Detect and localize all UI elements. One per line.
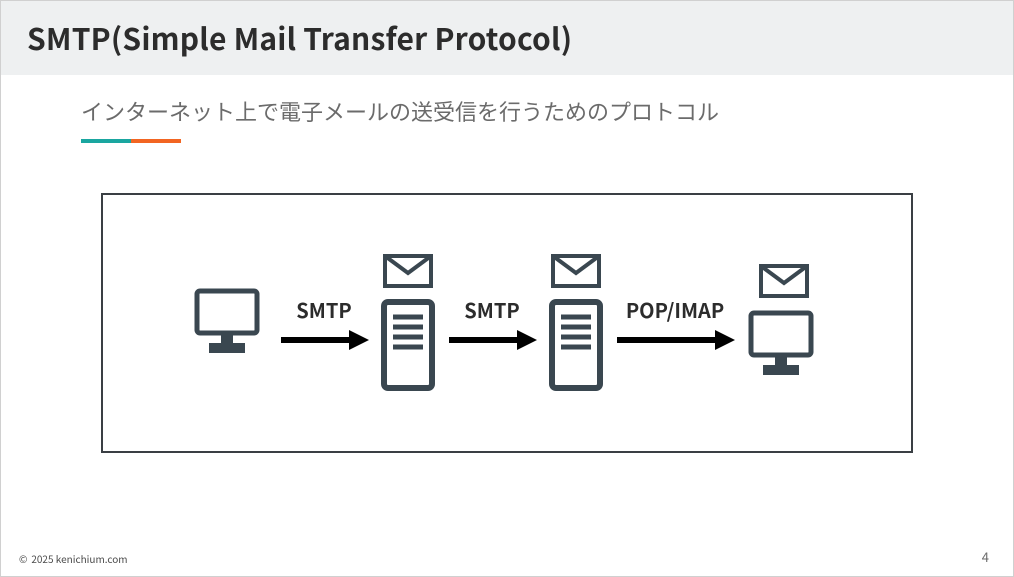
mail-icon — [382, 253, 434, 289]
edge-label: SMTP — [464, 295, 519, 324]
computer-icon — [191, 285, 269, 361]
edge-label: SMTP — [296, 295, 351, 324]
edge-smtp-1: SMTP — [279, 295, 369, 352]
slide-title: SMTP(Simple Mail Transfer Protocol) — [27, 15, 987, 59]
footer-copyright: © 2025 kenichium.com — [19, 551, 128, 566]
edge-pop-imap: POP/IMAP — [615, 295, 735, 352]
mail-icon — [758, 263, 810, 299]
subtitle-area: インターネット上で電子メールの送受信を行うためのプロトコル — [1, 75, 1013, 143]
node-client-sender — [191, 285, 269, 361]
arrow-icon — [447, 328, 537, 352]
edge-label: POP/IMAP — [626, 295, 724, 324]
page-number: 4 — [982, 547, 989, 566]
title-bar: SMTP(Simple Mail Transfer Protocol) — [1, 1, 1013, 75]
accent-teal — [81, 139, 131, 143]
arrow-icon — [615, 328, 735, 352]
arrow-icon — [279, 328, 369, 352]
server-icon — [379, 297, 437, 393]
edge-smtp-2: SMTP — [447, 295, 537, 352]
accent-underline — [81, 139, 181, 143]
mail-icon — [550, 253, 602, 289]
accent-orange — [131, 139, 181, 143]
diagram-frame: SMTP — [101, 193, 913, 453]
computer-icon — [745, 307, 823, 383]
copyright-symbol: © — [19, 551, 27, 566]
copyright-text: 2025 kenichium.com — [31, 551, 127, 566]
node-server-1 — [379, 253, 437, 393]
node-server-2 — [547, 253, 605, 393]
flow-row: SMTP — [191, 253, 823, 393]
server-icon — [547, 297, 605, 393]
slide: SMTP(Simple Mail Transfer Protocol) インター… — [0, 0, 1014, 577]
node-client-receiver — [745, 263, 823, 383]
slide-subtitle: インターネット上で電子メールの送受信を行うためのプロトコル — [81, 95, 933, 127]
